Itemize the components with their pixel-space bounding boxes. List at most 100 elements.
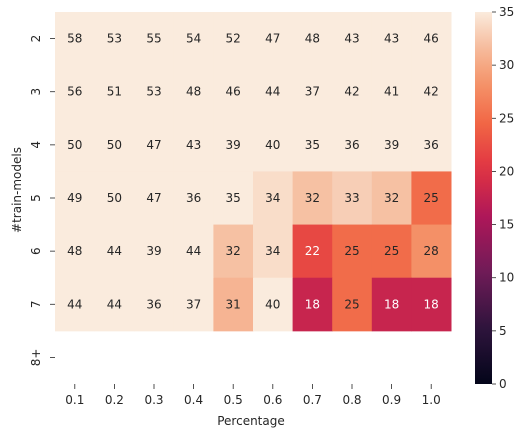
cell-value-label: 50 — [107, 138, 122, 152]
x-tick-label: 0.7 — [303, 393, 322, 407]
heatmap-cell — [253, 118, 294, 172]
heatmap-cell — [213, 12, 254, 66]
heatmap-cell — [253, 12, 294, 66]
heatmap-cell — [213, 171, 254, 226]
heatmap-cell — [253, 65, 294, 119]
cell-value-label: 25 — [424, 191, 439, 205]
heatmap-cell — [292, 118, 333, 172]
cell-value-label: 37 — [305, 85, 320, 99]
heatmap-cell — [332, 277, 373, 332]
cell-value-label: 40 — [265, 297, 280, 311]
heatmap-cell — [411, 171, 452, 226]
heatmap-cell — [173, 118, 214, 172]
cell-value-label: 47 — [146, 138, 161, 152]
x-tick-label: 0.6 — [263, 393, 282, 407]
cell-value-label: 43 — [384, 32, 399, 46]
cell-value-label: 55 — [146, 32, 161, 46]
y-tick-label: 2 — [29, 35, 43, 43]
cell-value-label: 44 — [107, 244, 122, 258]
colorbar-tick-label: 30 — [499, 58, 514, 72]
cell-value-label: 46 — [226, 85, 241, 99]
y-tick-label: 4 — [29, 141, 43, 149]
heatmap-cell-labels: 58 53 55 54 52 47 48 43 43 46 56 51 53 48 46 44 37 42 41 42… — [67, 32, 439, 312]
heatmap-cell — [55, 12, 96, 66]
cell-value-label: 48 — [305, 32, 320, 46]
heatmap-cell — [173, 12, 214, 66]
cell-value-label: 31 — [226, 297, 241, 311]
cell-value-label: 44 — [107, 297, 122, 311]
heatmap-cell — [292, 12, 333, 66]
heatmap-cells — [55, 12, 452, 332]
heatmap-cell — [94, 65, 135, 119]
colorbar-tick-label: 10 — [499, 271, 514, 285]
heatmap-cell — [94, 118, 135, 172]
cell-value-label: 48 — [67, 244, 82, 258]
cell-value-label: 37 — [186, 297, 201, 311]
cell-value-label: 34 — [265, 244, 280, 258]
colorbar-tick-label: 15 — [499, 218, 514, 232]
heatmap-cell — [411, 12, 452, 66]
heatmap-cell — [253, 171, 294, 226]
cell-value-label: 25 — [344, 244, 359, 258]
cell-value-label: 46 — [424, 32, 439, 46]
x-tick-label: 0.2 — [105, 393, 124, 407]
heatmap-cell — [371, 224, 412, 279]
y-tick-label: 6 — [29, 247, 43, 255]
heatmap-cell — [173, 224, 214, 279]
colorbar-tick-label: 20 — [499, 164, 514, 178]
heatmap-cell — [332, 118, 373, 172]
cell-value-label: 47 — [265, 32, 280, 46]
cell-value-label: 56 — [67, 85, 82, 99]
cell-value-label: 36 — [424, 138, 439, 152]
cell-value-label: 25 — [384, 244, 399, 258]
colorbar-tick-label: 0 — [499, 377, 507, 391]
heatmap-cell — [55, 224, 96, 279]
cell-value-label: 49 — [67, 191, 82, 205]
cell-value-label: 58 — [67, 32, 82, 46]
cell-value-label: 52 — [226, 32, 241, 46]
cell-value-label: 35 — [305, 138, 320, 152]
y-tick-label: 7 — [29, 300, 43, 308]
x-axis-ticks: 0.1 0.2 0.3 0.4 0.5 0.6 0.7 0.8 0.9 1.0 — [65, 384, 441, 407]
heatmap-cell — [94, 171, 135, 226]
cell-value-label: 48 — [186, 85, 201, 99]
cell-value-label: 36 — [186, 191, 201, 205]
cell-value-label: 44 — [67, 297, 82, 311]
heatmap-cell — [332, 224, 373, 279]
heatmap-cell — [332, 65, 373, 119]
cell-value-label: 53 — [107, 32, 122, 46]
cell-value-label: 50 — [67, 138, 82, 152]
cell-value-label: 18 — [424, 297, 439, 311]
cell-value-label: 41 — [384, 85, 399, 99]
cell-value-label: 44 — [265, 85, 280, 99]
heatmap-cell — [134, 277, 175, 332]
cell-value-label: 32 — [384, 191, 399, 205]
x-tick-label: 0.4 — [184, 393, 203, 407]
heatmap-cell — [253, 224, 294, 279]
heatmap-cell — [55, 171, 96, 226]
heatmap-cell — [411, 277, 452, 332]
heatmap-cell — [173, 277, 214, 332]
heatmap-cell — [253, 277, 294, 332]
heatmap-cell — [371, 65, 412, 119]
heatmap-cell — [332, 12, 373, 66]
heatmap-cell — [173, 171, 214, 226]
heatmap-cell — [55, 118, 96, 172]
colorbar — [475, 12, 492, 384]
cell-value-label: 40 — [265, 138, 280, 152]
heatmap-cell — [94, 224, 135, 279]
x-tick-label: 0.5 — [224, 393, 243, 407]
heatmap-cell — [411, 118, 452, 172]
heatmap-cell — [332, 171, 373, 226]
heatmap-cell — [213, 277, 254, 332]
cell-value-label: 34 — [265, 191, 280, 205]
cell-value-label: 28 — [424, 244, 439, 258]
heatmap-cell — [371, 171, 412, 226]
cell-value-label: 50 — [107, 191, 122, 205]
cell-value-label: 42 — [424, 85, 439, 99]
cell-value-label: 54 — [186, 32, 201, 46]
heatmap-cell — [292, 224, 333, 279]
heatmap-cell — [134, 118, 175, 172]
cell-value-label: 25 — [344, 297, 359, 311]
